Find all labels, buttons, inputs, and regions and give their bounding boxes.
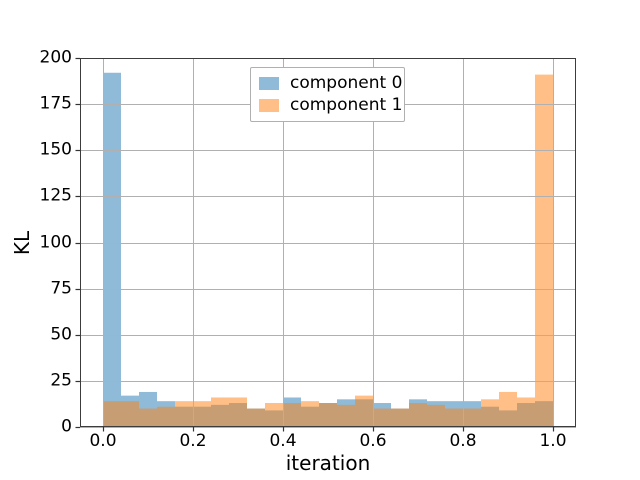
histogram-bars-component-1 [103,74,553,428]
y-axis-label: KL [10,230,34,256]
hist-bar [139,408,157,427]
hist-bar [319,403,337,427]
plot-area [75,57,576,432]
legend-label-component-1: component 1 [290,94,403,115]
x-tick-label: 0.2 [179,431,207,451]
legend-swatch-component-0 [259,77,279,91]
y-tick-label: 0 [61,416,72,437]
axes-spines [80,58,576,427]
hist-bar [247,408,265,427]
hist-bar [103,72,121,427]
y-tick-label: 75 [50,278,72,299]
hist-bar [157,406,175,427]
hist-bar [121,401,139,427]
hist-bar [391,408,409,427]
x-tick-label: 0.0 [89,431,117,451]
x-tick-label: 0.4 [269,431,297,451]
hist-bar [463,408,481,427]
hist-bar [301,401,319,427]
y-tick-label: 50 [50,324,72,345]
y-tick-label: 150 [39,139,72,160]
legend: component 0 component 1 [250,67,405,122]
hist-bar [535,74,553,428]
hist-bar [211,397,229,427]
hist-bar [409,403,427,427]
hist-bar [481,399,499,427]
y-tick-label: 200 [39,47,72,68]
hist-bar [175,401,193,427]
hist-bar [517,397,535,427]
hist-bar [355,395,373,427]
hist-bar [265,403,283,427]
hist-bar [193,401,211,427]
histogram-bars-component-0 [103,72,553,427]
hist-bar [427,404,445,427]
y-tick-label: 175 [39,93,72,114]
legend-label-component-0: component 0 [290,73,403,94]
hist-bar [499,391,517,427]
legend-entry-component-0: component 0 [259,73,403,94]
x-tick-label: 0.6 [359,431,387,451]
y-tick-label: 125 [39,185,72,206]
legend-swatch-component-1 [259,98,279,112]
y-tick-label: 25 [50,370,72,391]
hist-bar [337,404,355,427]
hist-bar [229,397,247,427]
tick-marks [75,57,555,432]
x-tick-label: 0.8 [449,431,477,451]
hist-bar [103,401,121,427]
plot-svg [75,57,576,432]
x-tick-label: 1.0 [539,431,567,451]
legend-entry-component-1: component 1 [259,94,403,115]
hist-bar [283,403,301,427]
hist-bar [445,408,463,427]
hist-bar [373,408,391,427]
x-axis-label: iteration [285,451,371,475]
y-tick-label: 100 [39,232,72,252]
